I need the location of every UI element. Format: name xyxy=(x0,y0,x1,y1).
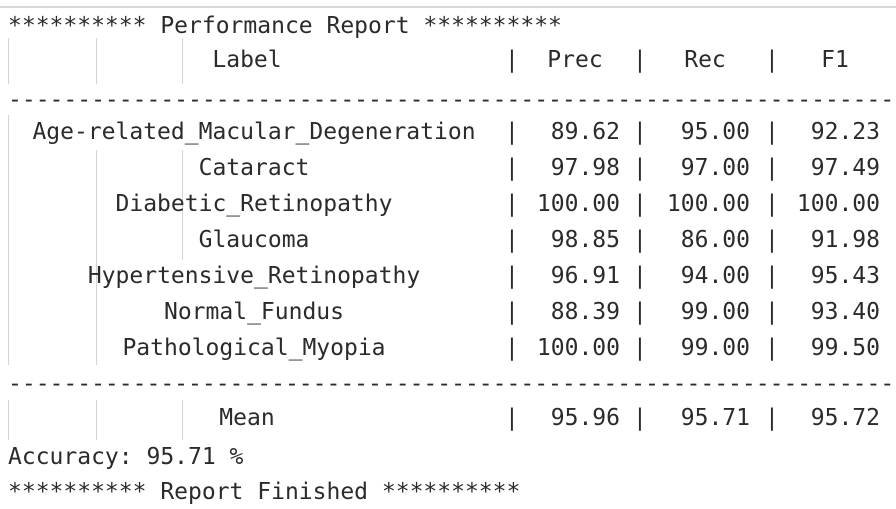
column-header-rec: Rec xyxy=(684,47,726,73)
row-rec: 94.00 xyxy=(680,263,750,289)
report-title: ********** Performance Report ********** xyxy=(8,13,562,39)
row-f1: 93.40 xyxy=(810,299,880,325)
table-divider: ----------------------------------------… xyxy=(8,87,894,113)
row-label: Glaucoma xyxy=(198,227,310,253)
column-separator: | xyxy=(633,47,647,73)
row-f1: 91.98 xyxy=(810,227,880,253)
column-separator: | xyxy=(765,47,779,73)
column-separator: | xyxy=(765,263,779,289)
column-separator: | xyxy=(505,405,519,431)
row-prec: 100.00 xyxy=(536,335,620,361)
row-prec: 88.39 xyxy=(550,299,620,325)
report-finished-line: ********** Report Finished ********** xyxy=(8,479,521,505)
row-prec: 97.98 xyxy=(550,155,620,181)
table-divider: ----------------------------------------… xyxy=(8,371,894,397)
row-rec: 95.00 xyxy=(680,119,750,145)
column-separator: | xyxy=(765,299,779,325)
mean-f1: 95.72 xyxy=(810,405,880,431)
row-prec: 96.91 xyxy=(550,263,620,289)
row-label: Pathological_Myopia xyxy=(122,335,386,361)
guide-line xyxy=(8,400,9,440)
output-top-border xyxy=(0,6,896,8)
column-separator: | xyxy=(765,405,779,431)
column-separator: | xyxy=(765,191,779,217)
guide-line xyxy=(96,38,97,84)
row-f1: 99.50 xyxy=(810,335,880,361)
column-separator: | xyxy=(505,263,519,289)
row-prec: 89.62 xyxy=(550,119,620,145)
column-header-label: Label xyxy=(212,47,282,73)
column-separator: | xyxy=(633,405,647,431)
row-rec: 100.00 xyxy=(666,191,750,217)
row-label: Diabetic_Retinopathy xyxy=(115,191,393,217)
column-separator: | xyxy=(505,299,519,325)
row-rec: 97.00 xyxy=(680,155,750,181)
column-separator: | xyxy=(765,155,779,181)
column-separator: | xyxy=(765,119,779,145)
accuracy-line: Accuracy: 95.71 % xyxy=(8,444,244,470)
row-prec: 100.00 xyxy=(536,191,620,217)
mean-rec: 95.71 xyxy=(680,405,750,431)
guide-line xyxy=(8,115,9,365)
row-label: Hypertensive_Retinopathy xyxy=(87,263,421,289)
column-separator: | xyxy=(633,335,647,361)
row-label: Cataract xyxy=(198,155,310,181)
column-separator: | xyxy=(765,335,779,361)
column-separator: | xyxy=(505,335,519,361)
column-separator: | xyxy=(505,155,519,181)
mean-label: Mean xyxy=(219,405,275,431)
column-separator: | xyxy=(633,191,647,217)
guide-line xyxy=(182,400,183,440)
row-f1: 100.00 xyxy=(796,191,880,217)
column-separator: | xyxy=(633,263,647,289)
guide-line xyxy=(96,150,97,365)
column-separator: | xyxy=(505,191,519,217)
row-rec: 86.00 xyxy=(680,227,750,253)
row-label: Age-related_Macular_Degeneration xyxy=(32,119,476,145)
column-separator: | xyxy=(505,227,519,253)
column-separator: | xyxy=(633,299,647,325)
column-separator: | xyxy=(633,227,647,253)
row-rec: 99.00 xyxy=(680,335,750,361)
column-separator: | xyxy=(633,119,647,145)
guide-line xyxy=(182,150,183,260)
row-prec: 98.85 xyxy=(550,227,620,253)
column-header-f1: F1 xyxy=(821,47,849,73)
guide-line xyxy=(182,38,183,84)
column-separator: | xyxy=(505,47,519,73)
column-header-prec: Prec xyxy=(547,47,603,73)
mean-prec: 95.96 xyxy=(550,405,620,431)
row-f1: 95.43 xyxy=(810,263,880,289)
row-f1: 92.23 xyxy=(810,119,880,145)
column-separator: | xyxy=(633,155,647,181)
guide-line xyxy=(96,400,97,440)
column-separator: | xyxy=(505,119,519,145)
row-rec: 99.00 xyxy=(680,299,750,325)
row-label: Normal_Fundus xyxy=(163,299,344,325)
column-separator: | xyxy=(765,227,779,253)
guide-line xyxy=(8,38,9,84)
row-f1: 97.49 xyxy=(810,155,880,181)
